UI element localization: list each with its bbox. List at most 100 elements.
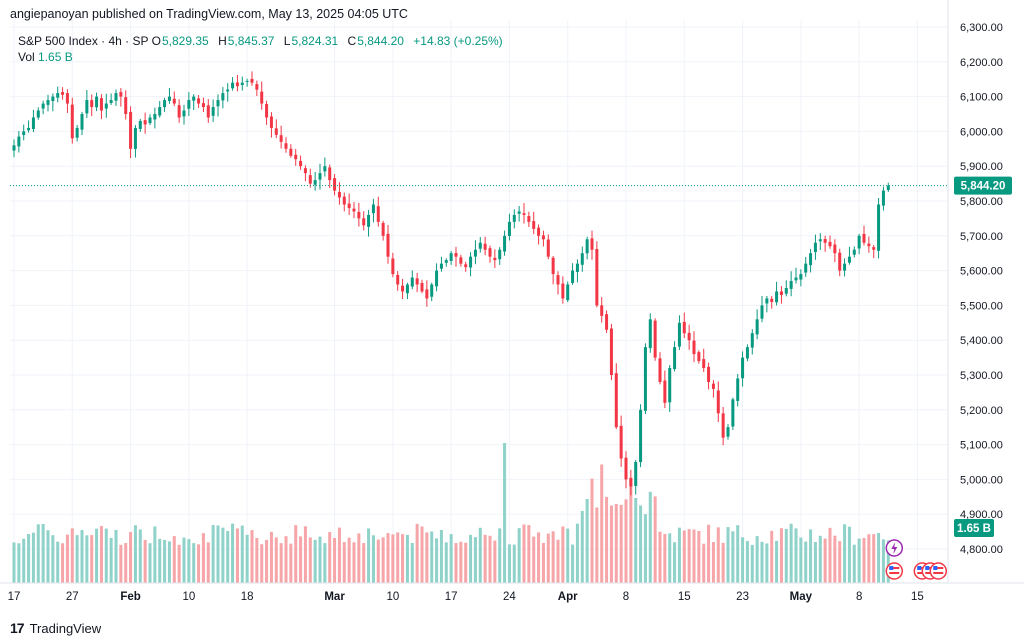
volume-bar <box>658 531 662 583</box>
volume-bar <box>828 527 832 583</box>
volume-bar <box>410 543 414 583</box>
volume-bar <box>692 529 696 583</box>
candle-body <box>51 96 55 101</box>
candle-body <box>537 227 541 236</box>
volume-bar <box>449 534 453 583</box>
price-axis[interactable]: 6,300.00 6,200.00 6,100.00 6,000.00 5,900.00… <box>947 0 1003 583</box>
change-value: +14.83 (+0.25%) <box>413 34 503 48</box>
candle-body <box>12 145 16 151</box>
candle-body <box>799 274 803 280</box>
volume-bar <box>590 478 594 583</box>
time-tick-label: May <box>790 591 813 603</box>
candle-body <box>90 100 94 108</box>
candle-body <box>352 208 356 212</box>
candle-body <box>741 357 745 379</box>
candle-body <box>512 214 516 222</box>
volume-bar <box>133 525 137 583</box>
volume-bar <box>512 544 516 583</box>
candle-body <box>745 347 749 359</box>
volume-bar <box>614 503 618 583</box>
candle-body <box>36 110 40 118</box>
flag-canton <box>917 566 922 570</box>
volume-bar <box>435 538 439 583</box>
candle-body <box>342 196 346 205</box>
publisher-header: angiepanoyan published on TradingView.co… <box>10 7 408 21</box>
symbol-label[interactable]: S&P 500 Index · 4h · SP <box>18 34 149 48</box>
volume-bar <box>721 542 725 583</box>
volume-bar <box>308 537 312 583</box>
volume-bar <box>498 528 502 583</box>
volume-bar <box>396 532 400 583</box>
price-candles <box>12 71 890 496</box>
time-tick-label: 18 <box>241 591 254 603</box>
event-icons[interactable] <box>885 539 948 580</box>
footer-brand[interactable]: 17 TradingView <box>10 620 101 636</box>
candle-body <box>857 235 861 249</box>
high-label: H <box>218 34 227 48</box>
volume-bar <box>862 538 866 583</box>
price-tick-label: 4,800.00 <box>960 544 1003 556</box>
candle-body <box>410 277 414 287</box>
candle-body <box>95 96 99 108</box>
candle-body <box>177 105 181 118</box>
volume-bar <box>182 537 186 583</box>
candle-body <box>498 249 502 260</box>
candle-body <box>847 256 851 263</box>
volume-bar <box>401 534 405 583</box>
candle-body <box>396 274 400 285</box>
volume-bar <box>265 539 269 583</box>
candle-body <box>197 98 201 104</box>
candle-body <box>503 235 507 252</box>
volume-badge-text: 1.65 B <box>957 523 991 535</box>
volume-bar <box>877 533 881 583</box>
volume-bar <box>561 526 565 583</box>
candle-body <box>561 283 565 299</box>
volume-bar <box>789 523 793 583</box>
volume-bar <box>294 525 298 583</box>
volume-bar <box>507 544 511 583</box>
candle-body <box>381 222 385 236</box>
candle-body <box>31 117 35 130</box>
candle-body <box>760 305 764 319</box>
volume-bar <box>750 544 754 583</box>
volume-bar <box>187 539 191 583</box>
close-label: C <box>347 34 357 48</box>
candle-body <box>415 278 419 285</box>
volume-bar <box>255 538 259 583</box>
candle-body <box>721 413 725 438</box>
candle-body <box>279 135 283 142</box>
volume-badge <box>954 519 994 537</box>
volume-bar <box>444 542 448 583</box>
volume-bar <box>619 504 623 583</box>
candle-body <box>702 359 706 369</box>
volume-bar <box>333 537 337 583</box>
candle-body <box>56 93 60 98</box>
volume-bar <box>711 542 715 583</box>
candle-body <box>347 203 351 208</box>
volume-bar <box>12 542 16 583</box>
time-tick-label: 10 <box>182 591 195 603</box>
volume-bar <box>65 534 69 583</box>
volume-bar <box>231 523 235 583</box>
candle-body <box>201 103 205 108</box>
volume-bar <box>541 542 545 583</box>
volume-bar <box>323 543 327 583</box>
volume-bar <box>765 543 769 583</box>
candle-body <box>677 322 681 347</box>
volume-bar <box>697 530 701 583</box>
volume-bar <box>760 541 764 583</box>
volume-bar <box>673 542 677 583</box>
volume-bar <box>284 536 288 583</box>
volume-bar <box>376 539 380 583</box>
volume-bar <box>517 528 521 583</box>
time-tick-label: 8 <box>856 591 862 603</box>
candle-body <box>469 256 473 268</box>
volume-bar <box>75 535 79 583</box>
candle-body <box>624 457 628 480</box>
volume-bar <box>493 540 497 583</box>
candle-body <box>595 249 599 306</box>
candle-body <box>605 314 609 330</box>
volume-bar <box>415 523 419 583</box>
time-axis[interactable]: 17 27 Feb 10 18 Mar 10 17 24 Apr 8 15 23 May 8 15 <box>0 582 1024 603</box>
